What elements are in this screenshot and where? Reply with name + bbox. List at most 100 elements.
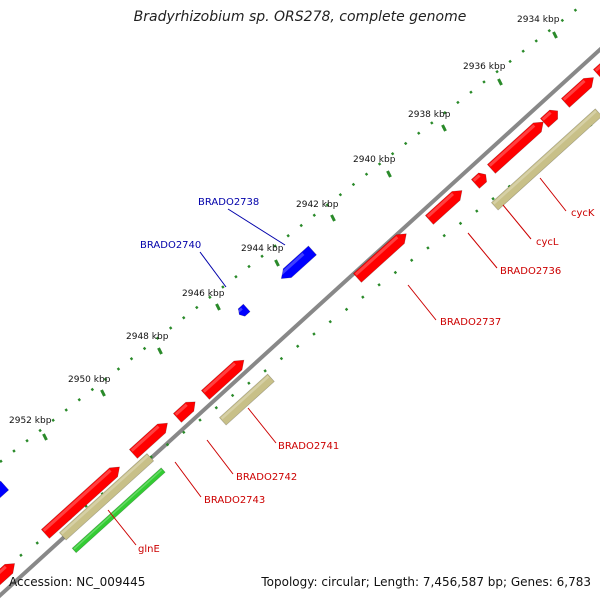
gene-forward-5-shape bbox=[424, 190, 463, 225]
gene-forward-6-shape bbox=[352, 233, 407, 283]
gene-forward-4-shape bbox=[470, 172, 487, 189]
gene-forward-11 bbox=[0, 563, 16, 586]
genome-summary-text: Topology: circular; Length: 7,456,587 bp… bbox=[261, 575, 591, 589]
scale-tick-2936 bbox=[497, 78, 503, 86]
cds-feature-1-highlight bbox=[492, 110, 597, 205]
gene-forward-10-highlight bbox=[42, 469, 112, 532]
gene-label-brado2736: BRADO2736 bbox=[500, 266, 561, 277]
gene-forward-4-highlight bbox=[472, 174, 481, 182]
cds-feature-2-shape bbox=[218, 373, 275, 426]
gene-label-brado2738: BRADO2738 bbox=[198, 197, 259, 208]
gene-forward-7-highlight bbox=[202, 362, 236, 393]
rna-feature-1-shape bbox=[71, 467, 166, 554]
gene-forward-9-highlight bbox=[130, 425, 160, 452]
gene-label-leader-4 bbox=[502, 204, 532, 240]
cds-feature-1-shape bbox=[490, 108, 600, 211]
gene-label-leader-5 bbox=[467, 232, 498, 269]
gene-forward-9 bbox=[128, 422, 168, 459]
gene-forward-8-highlight bbox=[174, 403, 188, 416]
gene-forward-12 bbox=[592, 62, 600, 79]
cds-feature-2-highlight bbox=[220, 375, 270, 420]
gene-forward-6 bbox=[352, 233, 407, 283]
gene-forward-5 bbox=[424, 190, 463, 225]
scale-label-2950: 2950 kbp bbox=[68, 375, 111, 385]
gene-forward-3-shape bbox=[486, 121, 544, 174]
gene-label-leader-10 bbox=[107, 509, 137, 546]
gene-forward-1 bbox=[560, 77, 594, 108]
map-title: Bradyrhizobium sp. ORS278, complete geno… bbox=[133, 9, 467, 25]
scale-label-2934: 2934 kbp bbox=[517, 15, 560, 25]
scale-tick-2940 bbox=[386, 170, 392, 178]
gene-reverse-1 bbox=[278, 245, 317, 279]
gene-label-cycl: cycL bbox=[536, 237, 559, 248]
gene-forward-1-highlight bbox=[562, 79, 586, 101]
gene-reverse-3 bbox=[0, 480, 10, 499]
gene-reverse-1-shape bbox=[280, 245, 317, 279]
gene-forward-10 bbox=[40, 466, 120, 539]
gene-forward-12-shape bbox=[592, 62, 600, 79]
scale-tick-2952 bbox=[42, 433, 48, 441]
accession-text: Accession: NC_009445 bbox=[9, 575, 146, 589]
gene-forward-6-highlight bbox=[354, 236, 399, 276]
cds-feature-3 bbox=[58, 453, 155, 541]
gene-forward-7 bbox=[200, 359, 245, 400]
scale-tick-2942 bbox=[330, 214, 336, 222]
scale-label-2936: 2936 kbp bbox=[463, 62, 506, 72]
gene-label-brado2737: BRADO2737 bbox=[440, 317, 501, 328]
scale-tick-2944 bbox=[274, 259, 280, 267]
gene-forward-9-shape bbox=[128, 422, 168, 459]
scale-tick-2934 bbox=[552, 31, 558, 39]
gene-label-leader-1 bbox=[227, 208, 286, 246]
scale-label-2942: 2942 kbp bbox=[296, 200, 339, 210]
scale-tick-2938 bbox=[441, 124, 447, 132]
gene-forward-2-highlight bbox=[541, 111, 552, 121]
gene-forward-12-highlight bbox=[594, 64, 600, 72]
gene-label-leader-7 bbox=[247, 407, 277, 444]
gene-forward-2-shape bbox=[539, 109, 559, 128]
gene-forward-8-shape bbox=[172, 401, 196, 423]
scale-label-2946: 2946 kbp bbox=[182, 289, 225, 299]
scale-label-2940: 2940 kbp bbox=[353, 155, 396, 165]
gene-forward-7-shape bbox=[200, 359, 245, 400]
scale-label-2938: 2938 kbp bbox=[408, 110, 451, 120]
scale-label-2944: 2944 kbp bbox=[241, 244, 284, 254]
scale-tick-2950 bbox=[100, 389, 106, 397]
scale-tick-2948 bbox=[157, 347, 163, 355]
gene-reverse-2-highlight bbox=[237, 307, 243, 313]
gene-label-brado2742: BRADO2742 bbox=[236, 472, 297, 483]
gene-label-leader-3 bbox=[539, 177, 567, 212]
gene-label-leader-8 bbox=[206, 439, 234, 475]
scale-tick-2946 bbox=[215, 303, 221, 311]
gene-reverse-2 bbox=[237, 303, 251, 317]
scale-label-2948: 2948 kbp bbox=[126, 332, 169, 342]
gene-label-leader-9 bbox=[174, 461, 202, 498]
cds-feature-3-highlight bbox=[60, 454, 149, 535]
gene-label-brado2743: BRADO2743 bbox=[204, 495, 265, 506]
gene-reverse-1-highlight bbox=[278, 252, 305, 277]
rna-feature-1 bbox=[71, 467, 166, 554]
gene-reverse-3-shape bbox=[0, 480, 10, 499]
scale-label-2952: 2952 kbp bbox=[9, 416, 52, 426]
cds-feature-3-shape bbox=[58, 453, 155, 541]
gene-forward-4 bbox=[470, 172, 487, 189]
gene-label-cyck: cycK bbox=[571, 208, 595, 219]
gene-label-brado2740: BRADO2740 bbox=[140, 240, 201, 251]
outer-scale-ticks bbox=[0, 4, 583, 463]
gene-forward-11-shape bbox=[0, 563, 16, 586]
gene-label-glne: glnE bbox=[138, 544, 160, 555]
gene-label-leader-6 bbox=[407, 284, 437, 321]
gene-forward-5-highlight bbox=[426, 192, 454, 218]
rna-feature-1-highlight bbox=[73, 469, 163, 550]
gene-forward-3 bbox=[486, 121, 544, 174]
gene-label-leader-2 bbox=[199, 251, 227, 288]
gene-forward-11-highlight bbox=[0, 565, 7, 579]
cds-feature-1 bbox=[490, 108, 600, 211]
gene-forward-8 bbox=[172, 401, 196, 423]
gene-forward-3-highlight bbox=[488, 124, 536, 167]
gene-forward-1-shape bbox=[560, 77, 594, 108]
cds-feature-2 bbox=[218, 373, 275, 426]
gene-label-brado2741: BRADO2741 bbox=[278, 441, 339, 452]
gene-forward-2 bbox=[539, 109, 559, 128]
